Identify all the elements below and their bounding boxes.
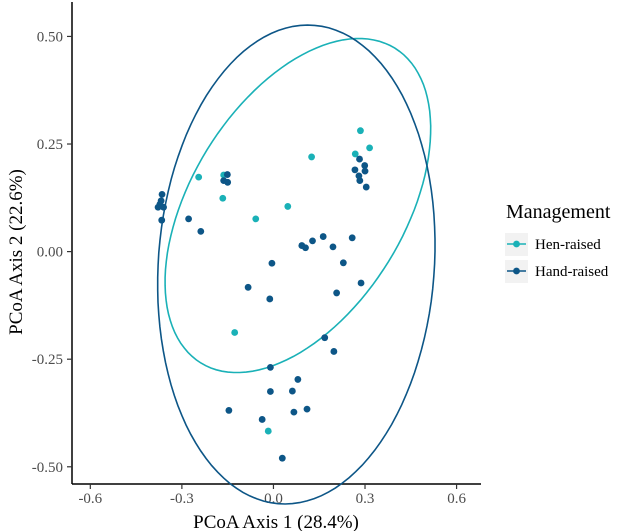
- hand-raised-point: [244, 283, 252, 291]
- hand-raised-point: [362, 183, 370, 191]
- y-tick-label: 0.00: [37, 245, 63, 261]
- hand-raised-point: [185, 215, 192, 223]
- hand-raised-point: [160, 203, 167, 211]
- hand-raised-point: [266, 388, 274, 395]
- hand-raised-point: [329, 243, 337, 251]
- hand-raised-point: [361, 167, 369, 175]
- hand-raised-point: [266, 295, 274, 303]
- data-points: [154, 127, 373, 462]
- hand-raised-point: [348, 234, 356, 242]
- legend-label-hen-raised: Hen-raised: [535, 237, 601, 253]
- hen-raised-point: [264, 427, 272, 435]
- hand-raised-point: [288, 387, 296, 395]
- hen-raised-point: [284, 203, 292, 210]
- hand-raised-point: [290, 408, 298, 416]
- hen-raised-point: [357, 127, 364, 135]
- hen-raised-point: [195, 173, 203, 181]
- y-tick-label: -0.50: [32, 460, 63, 476]
- x-tick-label: 0.3: [356, 491, 375, 507]
- hand-raised-point: [351, 166, 359, 174]
- x-tick-label: 0.6: [447, 491, 466, 507]
- y-tick-label: 0.25: [37, 137, 63, 153]
- confidence-ellipses: [156, 24, 436, 505]
- hand-raised-point: [319, 233, 327, 240]
- hen-raisedellipse: [164, 37, 432, 374]
- x-tick-label: 0.0: [264, 491, 283, 507]
- hand-raised-point: [224, 178, 232, 186]
- hen-raised-point: [366, 144, 373, 152]
- y-tick-label: -0.25: [32, 352, 63, 368]
- legend-title: Management: [506, 201, 611, 223]
- hen-raised-point: [231, 329, 239, 336]
- x-tick-label: -0.3: [170, 491, 194, 507]
- hand-raised-point: [339, 259, 347, 267]
- hen-raised-point: [252, 215, 260, 223]
- hand-raised-point: [309, 237, 316, 245]
- hand-raised-point: [225, 407, 233, 414]
- y-axis-title: PCoA Axis 2 (22.6%): [6, 169, 27, 335]
- hand-raised-point: [356, 155, 363, 163]
- hand-raised-point: [356, 177, 364, 184]
- hand-raisedellipse: [156, 24, 436, 505]
- hand-raised-point: [303, 405, 311, 413]
- hand-raised-point: [197, 227, 205, 235]
- hand-raised-point: [158, 216, 166, 224]
- x-tick-label: -0.6: [78, 491, 102, 507]
- hand-raised-point: [258, 416, 266, 423]
- hand-raised-point: [294, 376, 302, 383]
- legend: Management Hen-raised Hand-raised: [505, 201, 611, 283]
- hand-raised-point: [266, 363, 274, 371]
- x-axis-title: PCoA Axis 1 (28.4%): [193, 512, 359, 531]
- hand-raised-point: [302, 244, 309, 252]
- hen-raised-point: [219, 194, 227, 202]
- hand-raised-legend-dot: [513, 267, 520, 275]
- hen-raised-point: [308, 153, 316, 161]
- hand-raised-point: [321, 334, 329, 342]
- hand-raised-point: [268, 259, 276, 267]
- hand-raised-point: [223, 171, 231, 178]
- hen-raised-point: [351, 150, 359, 158]
- hand-raised-point: [154, 203, 162, 211]
- hand-raised-point: [333, 289, 341, 297]
- hand-raised-point: [158, 190, 166, 198]
- hand-raised-point: [278, 454, 286, 462]
- y-axis-ticks: 0.50 0.25 0.00 -0.25 -0.50: [32, 29, 72, 476]
- hen-raised-legend-dot: [513, 240, 520, 248]
- legend-label-hand-raised: Hand-raised: [535, 264, 609, 280]
- hand-raised-point: [361, 162, 369, 169]
- hand-raised-point: [330, 348, 338, 355]
- y-tick-label: 0.50: [37, 29, 63, 45]
- hand-raised-point: [357, 279, 365, 287]
